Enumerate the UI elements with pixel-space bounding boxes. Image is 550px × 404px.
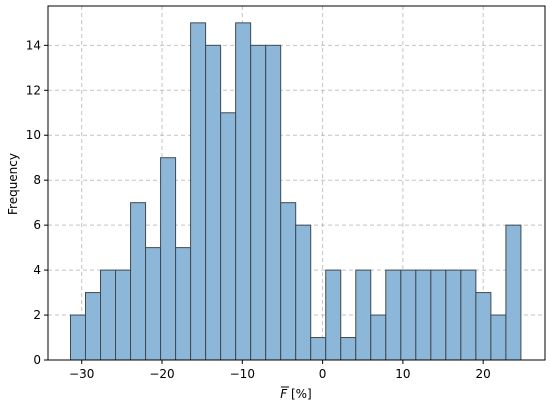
histogram-bar (205, 44, 222, 361)
y-tick-label: 6 (33, 218, 41, 232)
histogram-bar (445, 269, 462, 361)
histogram-bar (84, 292, 102, 361)
histogram-bar (160, 157, 177, 361)
histogram-bars (69, 22, 522, 361)
y-tick-label: 14 (26, 38, 41, 52)
histogram-bar (430, 269, 447, 361)
histogram-bar (460, 269, 477, 361)
y-tick-label: 0 (33, 353, 41, 367)
y-tick-label: 8 (33, 173, 41, 187)
y-tick-label: 12 (26, 83, 41, 97)
histogram-bar (175, 247, 192, 361)
histogram-bar (295, 224, 312, 361)
histogram-bar (310, 337, 327, 361)
histogram-bar (190, 22, 207, 361)
y-axis-title: Frequency (6, 153, 20, 215)
histogram-bar (415, 269, 432, 361)
histogram-bar (340, 337, 357, 361)
x-axis-title-unit: [%] (287, 387, 312, 401)
histogram-bar (505, 224, 522, 361)
plot-frame (47, 5, 546, 361)
x-tick-label: 20 (476, 367, 491, 381)
histogram-bar (69, 314, 86, 361)
histogram-bar (100, 269, 117, 361)
histogram-bar (400, 269, 417, 361)
histogram-bar (325, 269, 342, 361)
y-tick-label: 4 (33, 263, 41, 277)
histogram-bar (220, 112, 237, 361)
histogram-bar (235, 22, 252, 361)
histogram-bar (265, 44, 282, 361)
x-tick-label: −30 (69, 367, 94, 381)
y-tick-label: 10 (26, 128, 41, 142)
histogram-bar (145, 247, 162, 361)
x-tick-label: 0 (319, 367, 327, 381)
histogram-bar (355, 269, 372, 361)
x-tick-label: 10 (395, 367, 410, 381)
histogram-bar (475, 292, 492, 361)
x-axis-title: F [%] (280, 387, 312, 401)
x-tick-label: −20 (149, 367, 174, 381)
histogram-bar (490, 314, 507, 361)
histogram-bar (130, 202, 147, 361)
histogram-bar (115, 269, 132, 361)
x-axis-title-symbol: F (280, 387, 288, 401)
y-tick-label: 2 (33, 308, 41, 322)
histogram-bar (250, 44, 267, 361)
histogram-bar (370, 314, 387, 361)
axis-ticks: −30 −20 −10 0 10 20 0 2 4 6 8 10 12 14 (26, 38, 491, 381)
histogram-bar (385, 269, 402, 361)
histogram-bar (280, 202, 297, 361)
x-tick-label: −10 (230, 367, 255, 381)
